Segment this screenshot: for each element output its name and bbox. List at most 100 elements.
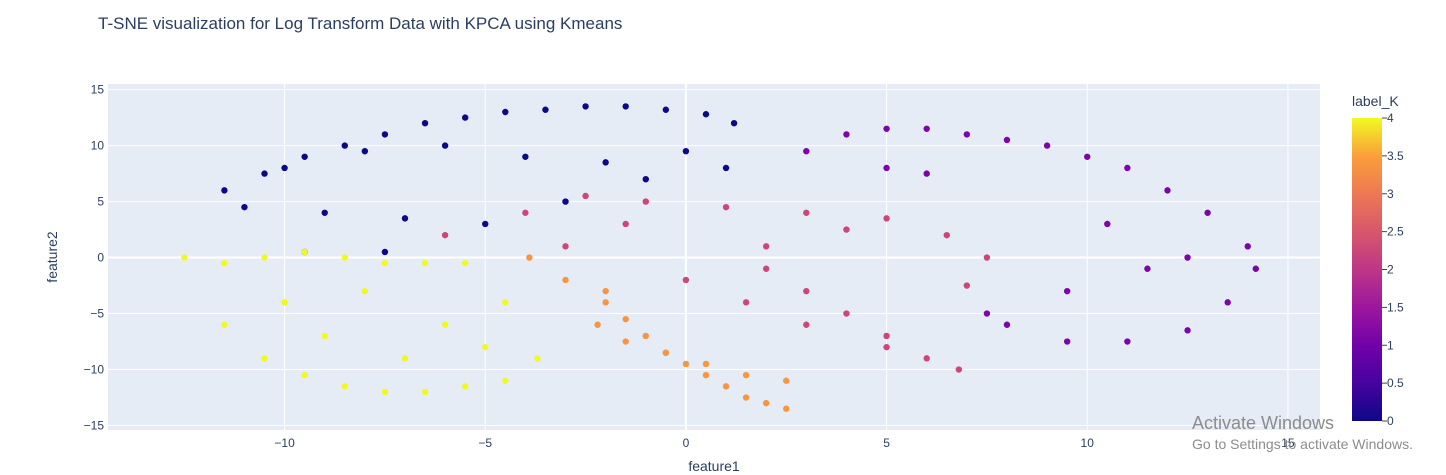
colorbar-tick-label: 1.5 — [1387, 300, 1404, 314]
data-point — [1084, 153, 1091, 160]
data-point — [963, 131, 971, 138]
data-point — [522, 153, 529, 160]
x-tick-label: 10 — [1081, 436, 1095, 450]
data-point — [883, 164, 890, 172]
data-point — [742, 299, 750, 306]
data-point — [803, 321, 810, 328]
data-point — [742, 371, 750, 379]
data-point — [221, 187, 228, 194]
data-point — [1124, 164, 1131, 172]
chart-title: T-SNE visualization for Log Transform Da… — [98, 14, 623, 33]
data-point — [883, 125, 890, 132]
colorbar-tick-label: 0 — [1387, 414, 1394, 428]
data-point — [955, 366, 963, 373]
colorbar-tick-label: 3.5 — [1387, 149, 1404, 163]
data-point — [622, 103, 629, 110]
x-tick-label: 5 — [883, 436, 890, 450]
y-tick-label: −15 — [84, 419, 105, 433]
colorbar-tick-label: 1 — [1387, 338, 1394, 352]
data-point — [843, 131, 850, 138]
data-point — [803, 147, 810, 155]
data-point — [381, 388, 389, 396]
data-point — [702, 111, 710, 118]
colorbar-tick-label: 2.5 — [1387, 225, 1404, 239]
data-point — [461, 383, 469, 390]
data-point — [602, 299, 609, 306]
data-point — [783, 405, 790, 412]
data-point — [923, 355, 930, 362]
data-point — [534, 355, 541, 362]
y-tick-label: −5 — [90, 307, 104, 321]
data-points — [181, 103, 1259, 412]
data-point — [883, 343, 890, 351]
data-point — [762, 265, 770, 272]
data-point — [762, 243, 770, 250]
data-point — [662, 349, 670, 356]
series-label-3 — [526, 254, 790, 412]
data-point — [421, 259, 429, 267]
data-point — [983, 310, 991, 317]
data-point — [181, 254, 188, 261]
y-tick-label: 0 — [97, 251, 104, 265]
data-point — [1063, 338, 1071, 345]
x-axis-ticks: −10 −5 0 5 10 15 — [274, 436, 1294, 450]
data-point — [602, 159, 609, 166]
data-point — [401, 215, 409, 222]
data-point — [1244, 243, 1251, 250]
data-point — [562, 276, 569, 284]
data-point — [923, 125, 930, 132]
data-point — [622, 220, 629, 228]
series-label-2 — [441, 192, 991, 373]
data-point — [321, 209, 328, 216]
data-point — [381, 259, 389, 267]
series-label-4 — [181, 248, 541, 396]
y-tick-label: 5 — [97, 195, 104, 209]
data-point — [482, 343, 489, 351]
data-point — [381, 248, 389, 256]
x-tick-label: −10 — [274, 436, 295, 450]
data-point — [301, 153, 308, 160]
data-point — [281, 164, 288, 172]
data-point — [803, 287, 810, 295]
data-point — [594, 321, 601, 328]
data-point — [361, 147, 369, 155]
data-point — [522, 209, 529, 216]
grid-lines — [108, 84, 1320, 430]
series-label-0 — [221, 103, 738, 256]
data-point — [526, 254, 533, 261]
data-point — [502, 377, 509, 384]
data-point — [1252, 265, 1259, 272]
data-point — [441, 142, 449, 149]
colorbar-tick-label: 2 — [1387, 263, 1394, 277]
activate-windows-watermark: Activate Windows Go to Settings to activ… — [1192, 413, 1413, 452]
data-point — [421, 388, 429, 396]
data-point — [341, 383, 348, 390]
data-point — [963, 282, 971, 289]
y-axis-title: feature2 — [44, 231, 60, 283]
data-point — [1204, 209, 1211, 216]
data-point — [722, 383, 730, 390]
data-point — [682, 147, 690, 155]
data-point — [281, 299, 288, 306]
data-point — [843, 226, 850, 233]
data-point — [221, 259, 228, 267]
x-axis-title: feature1 — [688, 458, 740, 474]
colorbar-tick-label: 4 — [1387, 111, 1394, 125]
colorbar — [1352, 118, 1382, 421]
data-point — [241, 203, 248, 211]
data-point — [582, 192, 589, 200]
data-point — [321, 332, 328, 340]
data-point — [381, 131, 389, 138]
y-tick-label: −10 — [84, 363, 105, 377]
data-point — [783, 377, 790, 384]
data-point — [1104, 220, 1111, 228]
data-point — [542, 106, 549, 113]
data-point — [803, 209, 810, 216]
data-point — [261, 254, 268, 261]
data-point — [983, 254, 991, 261]
data-point — [1003, 136, 1011, 144]
data-point — [943, 231, 950, 239]
data-point — [301, 371, 308, 379]
data-point — [562, 243, 569, 250]
